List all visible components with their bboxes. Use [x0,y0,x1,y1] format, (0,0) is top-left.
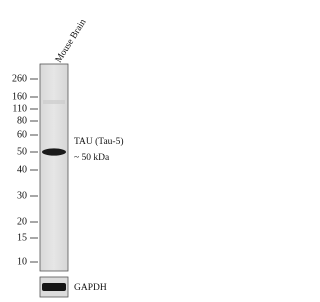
faint-band [43,100,65,104]
loading-control-label: GAPDH [74,283,107,293]
marker-label: 30 [17,190,27,201]
blot-membrane [39,63,69,272]
tau-band [42,148,66,156]
band-name: TAU (Tau-5) [74,136,124,147]
marker-label: 40 [17,164,27,175]
page: {"lane_label": "Mouse Brain", "markers":… [0,0,150,302]
marker-label: 50 [17,146,27,157]
marker-label: 15 [17,232,27,243]
marker-label: 160 [12,91,27,102]
marker-label: 60 [17,129,27,140]
marker-label: 10 [17,256,27,267]
marker-label: 80 [17,115,27,126]
lane-label: Mouse Brain [54,17,89,64]
band-size: ~ 50 kDa [74,153,110,163]
marker-label: 260 [12,73,27,84]
gapdh-band [42,283,66,291]
marker-label: 20 [17,216,27,227]
marker-label: 110 [12,103,27,114]
